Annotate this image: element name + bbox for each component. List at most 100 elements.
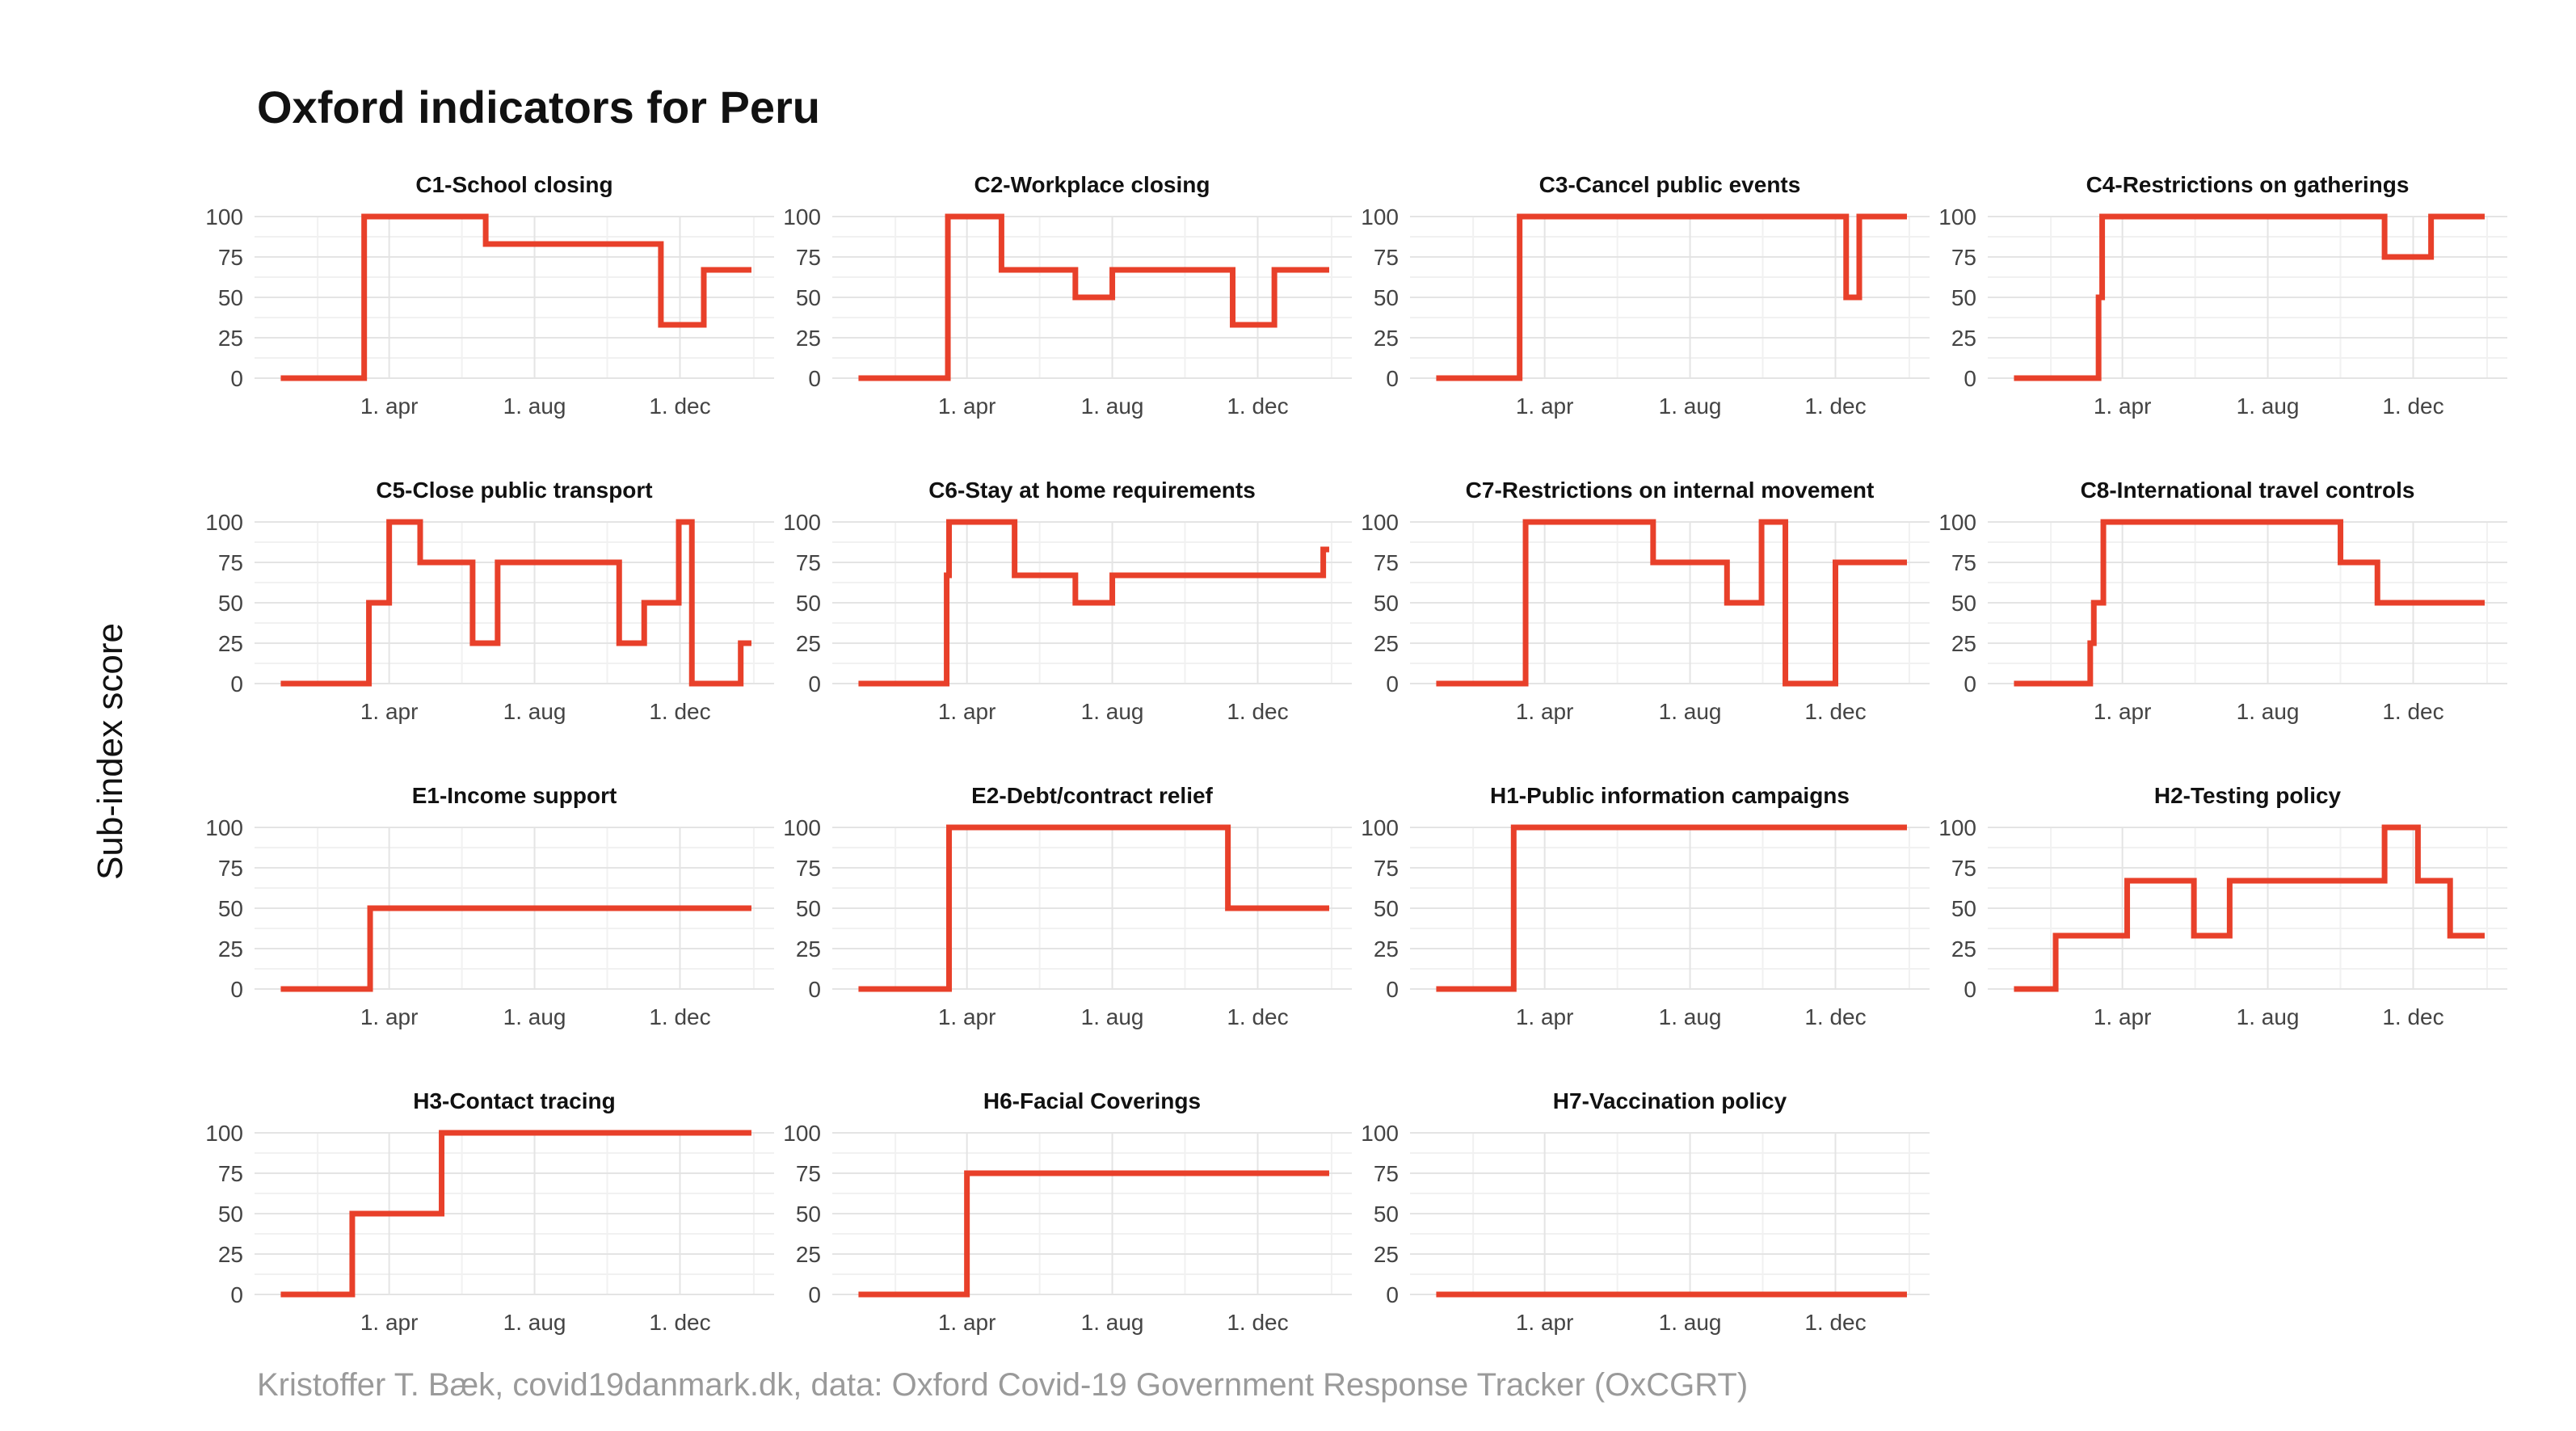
y-tick-label: 0: [1964, 671, 1976, 697]
y-tick-label: 100: [783, 204, 821, 229]
y-tick-label: 25: [218, 631, 243, 656]
x-tick-label: 1. aug: [503, 699, 566, 724]
x-tick-label: 1. dec: [649, 1004, 710, 1029]
series-line: [2014, 519, 2485, 687]
x-tick-label: 1. dec: [2382, 699, 2443, 724]
facet-panel: 0 25 50 75 100 1. apr 1. aug 1. dec C7-Restricti…: [1361, 478, 1930, 724]
y-tick-label: 0: [230, 1282, 243, 1307]
facet-panel: 0 25 50 75 100 1. apr 1. aug 1. dec C1-School cl…: [205, 172, 774, 419]
series-line: [858, 519, 1329, 687]
x-tick-label: 1. dec: [1804, 394, 1866, 419]
y-tick-label: 0: [808, 671, 821, 697]
facet-title: E2-Debt/contract relief: [971, 783, 1213, 808]
x-tick-label: 1. apr: [360, 1310, 419, 1335]
x-tick-label: 1. aug: [1659, 1004, 1722, 1029]
x-tick-label: 1. aug: [1659, 1310, 1722, 1335]
x-tick-label: 1. aug: [1659, 394, 1722, 419]
series-line: [858, 1170, 1329, 1298]
x-tick-label: 1. aug: [503, 394, 566, 419]
series-line: [1436, 213, 1907, 381]
y-tick-label: 25: [218, 936, 243, 962]
y-tick-label: 75: [796, 550, 821, 575]
x-tick-label: 1. aug: [1659, 699, 1722, 724]
y-tick-label: 75: [218, 1161, 243, 1186]
x-tick-label: 1. aug: [1081, 1310, 1144, 1335]
y-tick-label: 100: [783, 1121, 821, 1146]
y-tick-label: 100: [783, 815, 821, 840]
x-tick-label: 1. dec: [1804, 699, 1866, 724]
y-tick-label: 75: [1374, 245, 1399, 270]
x-tick-label: 1. apr: [938, 1310, 996, 1335]
facet-title: C1-School closing: [415, 172, 612, 197]
y-tick-label: 25: [796, 936, 821, 962]
x-tick-label: 1. aug: [1081, 394, 1144, 419]
series-line: [1436, 824, 1907, 992]
y-tick-label: 75: [1951, 856, 1976, 881]
facet-title: C3-Cancel public events: [1539, 172, 1801, 197]
y-tick-label: 75: [796, 245, 821, 270]
chart-title: Oxford indicators for Peru: [257, 82, 820, 133]
x-tick-label: 1. aug: [503, 1004, 566, 1029]
y-tick-label: 75: [1951, 550, 1976, 575]
y-tick-label: 25: [796, 631, 821, 656]
facet-title: C6-Stay at home requirements: [928, 478, 1256, 503]
y-tick-label: 25: [1374, 1242, 1399, 1267]
y-tick-label: 50: [796, 591, 821, 616]
y-tick-label: 100: [205, 815, 243, 840]
x-tick-label: 1. apr: [1516, 1310, 1574, 1335]
facet-title: H6-Facial Coverings: [983, 1088, 1201, 1113]
facet-panel: 0 25 50 75 100 1. apr 1. aug 1. dec C5-Close pub…: [205, 478, 774, 724]
y-tick-label: 75: [218, 245, 243, 270]
y-tick-label: 50: [796, 1202, 821, 1227]
x-tick-label: 1. apr: [1516, 1004, 1574, 1029]
y-tick-label: 50: [1374, 285, 1399, 310]
x-tick-label: 1. apr: [360, 394, 419, 419]
series-line: [1436, 519, 1907, 687]
y-tick-label: 50: [1951, 285, 1976, 310]
facet-panel: 0 25 50 75 100 1. apr 1. aug 1. dec H1-Public in…: [1361, 783, 1930, 1029]
x-tick-label: 1. apr: [2094, 1004, 2152, 1029]
y-tick-label: 75: [1374, 1161, 1399, 1186]
facet-panel: 0 25 50 75 100 1. apr 1. aug 1. dec H3-Contact t…: [205, 1088, 774, 1335]
y-tick-label: 100: [1938, 815, 1976, 840]
y-tick-label: 0: [230, 366, 243, 391]
x-tick-label: 1. dec: [1804, 1004, 1866, 1029]
x-tick-label: 1. dec: [1227, 1310, 1288, 1335]
y-tick-label: 25: [1374, 326, 1399, 351]
y-tick-label: 0: [808, 366, 821, 391]
y-tick-label: 75: [218, 550, 243, 575]
y-tick-label: 75: [1951, 245, 1976, 270]
y-tick-label: 0: [230, 671, 243, 697]
y-tick-label: 25: [1951, 326, 1976, 351]
x-tick-label: 1. apr: [2094, 394, 2152, 419]
y-tick-label: 0: [1964, 366, 1976, 391]
x-tick-label: 1. dec: [1227, 394, 1288, 419]
y-tick-label: 50: [796, 285, 821, 310]
facet-title: C7-Restrictions on internal movement: [1466, 478, 1875, 503]
y-tick-label: 50: [1374, 591, 1399, 616]
y-tick-label: 0: [808, 1282, 821, 1307]
series-line: [280, 905, 751, 992]
x-tick-label: 1. apr: [938, 394, 996, 419]
y-tick-label: 100: [1938, 510, 1976, 535]
x-tick-label: 1. aug: [503, 1310, 566, 1335]
series-line: [858, 824, 1329, 992]
x-tick-label: 1. apr: [2094, 699, 2152, 724]
x-tick-label: 1. apr: [360, 699, 419, 724]
y-tick-label: 75: [1374, 856, 1399, 881]
series-line: [280, 1130, 751, 1298]
y-tick-label: 0: [1386, 1282, 1399, 1307]
y-tick-label: 75: [796, 856, 821, 881]
y-tick-label: 100: [1938, 204, 1976, 229]
y-tick-label: 100: [1361, 510, 1399, 535]
x-tick-label: 1. dec: [1804, 1310, 1866, 1335]
y-tick-label: 50: [218, 896, 243, 921]
x-tick-label: 1. dec: [2382, 394, 2443, 419]
y-tick-label: 100: [783, 510, 821, 535]
y-tick-label: 50: [796, 896, 821, 921]
series-line: [2014, 824, 2485, 992]
y-tick-label: 0: [230, 977, 243, 1002]
facet-panel: 0 25 50 75 100 1. apr 1. aug 1. dec E1-Income su…: [205, 783, 774, 1029]
y-tick-label: 25: [1374, 936, 1399, 962]
x-tick-label: 1. apr: [360, 1004, 419, 1029]
